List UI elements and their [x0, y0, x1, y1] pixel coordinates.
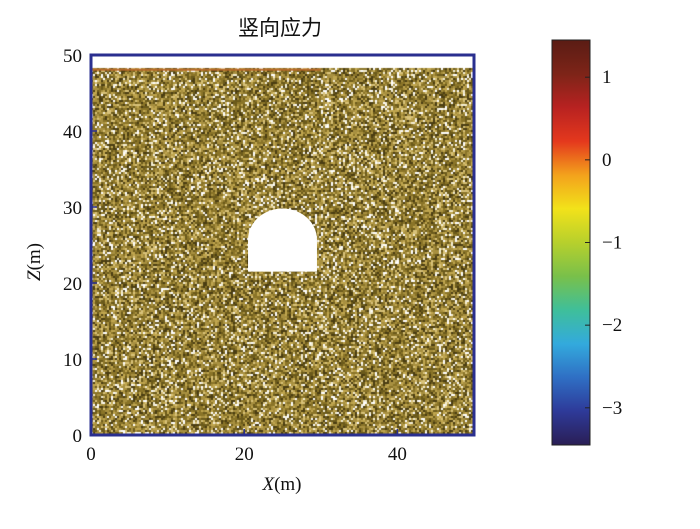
colorbar	[551, 39, 591, 446]
colorbar-tick-label: −1	[602, 233, 622, 254]
x-tick-label: 20	[235, 444, 254, 465]
x-tick-label: 40	[388, 444, 407, 465]
y-axis-label: Z(m)	[24, 243, 45, 281]
x-axis-unit: (m)	[274, 474, 301, 495]
chart-title: 竖向应力	[238, 16, 322, 40]
x-tick-label: 0	[86, 444, 96, 465]
y-tick-label: 40	[63, 122, 82, 143]
plot-frame	[89, 53, 476, 437]
y-axis: 0 10 20 30 40 50	[63, 46, 97, 447]
x-axis: 0 20 40	[86, 429, 407, 465]
colorbar-tick-label: −3	[602, 398, 622, 419]
colorbar-tick-label: −2	[602, 315, 622, 336]
plot-area	[89, 53, 476, 437]
colorbar-ticks: 1 0 −1 −2 −3	[585, 67, 622, 419]
y-tick-label: 10	[63, 350, 82, 371]
colorbar-tick-label: 1	[602, 67, 612, 88]
y-tick-label: 0	[73, 426, 83, 447]
x-axis-label: X(m)	[261, 474, 301, 495]
y-axis-var: Z	[24, 270, 45, 281]
y-tick-label: 50	[63, 46, 82, 67]
y-tick-label: 30	[63, 198, 82, 219]
y-axis-unit: (m)	[24, 243, 45, 270]
colorbar-tick-label: 0	[602, 150, 612, 171]
y-tick-label: 20	[63, 274, 82, 295]
x-axis-var: X	[261, 474, 275, 495]
tunnel-opening	[248, 208, 317, 272]
